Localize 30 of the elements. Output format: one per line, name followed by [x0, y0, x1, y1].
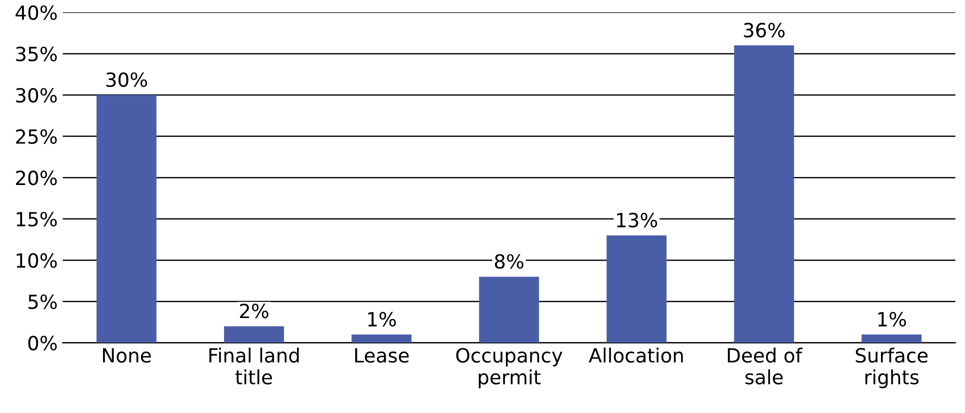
bar	[96, 94, 156, 343]
data-label: 30%	[106, 72, 148, 88]
x-tick-label: Surface rights	[856, 348, 928, 388]
bar	[606, 235, 667, 343]
y-tick-label: 25%	[16, 129, 57, 144]
x-tick-label: Lease	[355, 348, 409, 363]
data-label: 8%	[494, 254, 524, 269]
x-tick-label: Final land title	[209, 348, 299, 384]
x-tick-label: None	[103, 348, 151, 363]
data-label: 13%	[617, 212, 658, 228]
bar	[352, 334, 412, 343]
y-tick-label: 20%	[16, 170, 57, 186]
bar	[734, 45, 794, 343]
y-tick-label: 30%	[16, 88, 57, 103]
y-tick-label: 15%	[16, 212, 57, 227]
y-tick-label: 35%	[16, 46, 57, 62]
bar	[862, 334, 922, 343]
y-tick-label: 0%	[28, 336, 57, 350]
x-tick-label: Occupancy permit	[456, 348, 562, 388]
x-tick-label: Deed of sale	[728, 348, 803, 384]
bar	[479, 276, 540, 343]
data-label: 1%	[878, 312, 906, 327]
data-label: 2%	[240, 304, 268, 318]
bar	[224, 326, 284, 343]
data-label: 36%	[744, 22, 785, 38]
y-tick-label: 10%	[16, 253, 57, 268]
y-tick-label: 5%	[28, 294, 57, 310]
x-tick-label: Allocation	[588, 348, 683, 363]
y-tick-label: 40%	[16, 5, 57, 20]
data-label: 1%	[368, 312, 396, 327]
